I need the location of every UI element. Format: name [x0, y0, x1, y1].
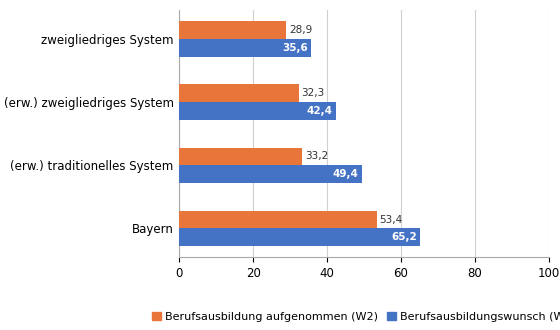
Text: 32,3: 32,3	[301, 88, 325, 98]
Legend: Berufsausbildung aufgenommen (W2), Berufsausbildungswunsch (W1): Berufsausbildung aufgenommen (W2), Beruf…	[147, 307, 560, 326]
Bar	[179, 39, 311, 56]
Text: 28,9: 28,9	[289, 25, 312, 35]
Text: 49,4: 49,4	[333, 169, 359, 179]
Bar	[179, 102, 336, 120]
Bar	[179, 148, 302, 165]
Text: 33,2: 33,2	[305, 151, 328, 161]
Text: 42,4: 42,4	[307, 106, 333, 116]
Bar	[179, 84, 298, 102]
Bar	[179, 21, 286, 39]
Bar	[179, 228, 420, 246]
Bar	[179, 211, 376, 228]
Text: 65,2: 65,2	[391, 232, 417, 242]
Bar	[179, 165, 362, 183]
Text: 35,6: 35,6	[282, 43, 308, 53]
Text: 53,4: 53,4	[380, 214, 403, 225]
